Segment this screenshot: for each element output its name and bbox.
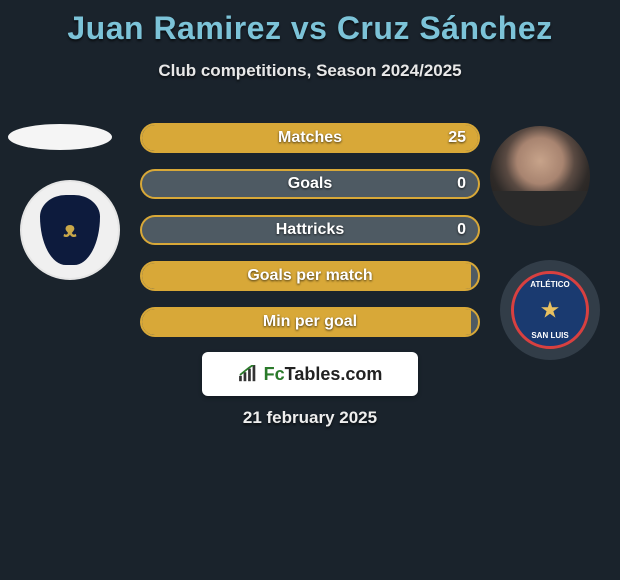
branding-badge: FcTables.com <box>202 352 418 396</box>
chart-icon <box>238 365 260 383</box>
pumas-shield-icon: ᴥ <box>40 195 100 265</box>
bar-label: Matches <box>140 123 480 153</box>
page-subtitle: Club competitions, Season 2024/2025 <box>0 61 620 81</box>
left-player-photo <box>8 124 112 150</box>
pumas-face-icon: ᴥ <box>63 217 77 243</box>
right-club-badge: ATLÉTICO SAN LUIS <box>500 260 600 360</box>
brand-prefix: Fc <box>264 364 285 384</box>
bar-label: Min per goal <box>140 307 480 337</box>
stat-bars-container: Matches 25 Goals 0 Hattricks 0 Goals per… <box>140 123 480 353</box>
bar-label: Goals <box>140 169 480 199</box>
bar-value-right: 0 <box>457 169 466 199</box>
left-club-badge: ᴥ <box>20 180 120 280</box>
stat-bar-hattricks: Hattricks 0 <box>140 215 480 245</box>
bar-value-right: 25 <box>448 123 466 153</box>
bar-value-right: 0 <box>457 215 466 245</box>
bar-label: Hattricks <box>140 215 480 245</box>
bar-label: Goals per match <box>140 261 480 291</box>
atletico-text-top: ATLÉTICO <box>530 280 569 289</box>
stat-bar-matches: Matches 25 <box>140 123 480 153</box>
right-player-photo <box>490 126 590 226</box>
atletico-badge-icon: ATLÉTICO SAN LUIS <box>511 271 589 349</box>
brand-text: FcTables.com <box>264 364 383 385</box>
stat-bar-goals: Goals 0 <box>140 169 480 199</box>
atletico-text-bottom: SAN LUIS <box>531 331 568 340</box>
stat-bar-min-per-goal: Min per goal <box>140 307 480 337</box>
stat-bar-goals-per-match: Goals per match <box>140 261 480 291</box>
page-title: Juan Ramirez vs Cruz Sánchez <box>0 0 620 47</box>
date-text: 21 february 2025 <box>0 408 620 428</box>
brand-suffix: Tables.com <box>285 364 383 384</box>
